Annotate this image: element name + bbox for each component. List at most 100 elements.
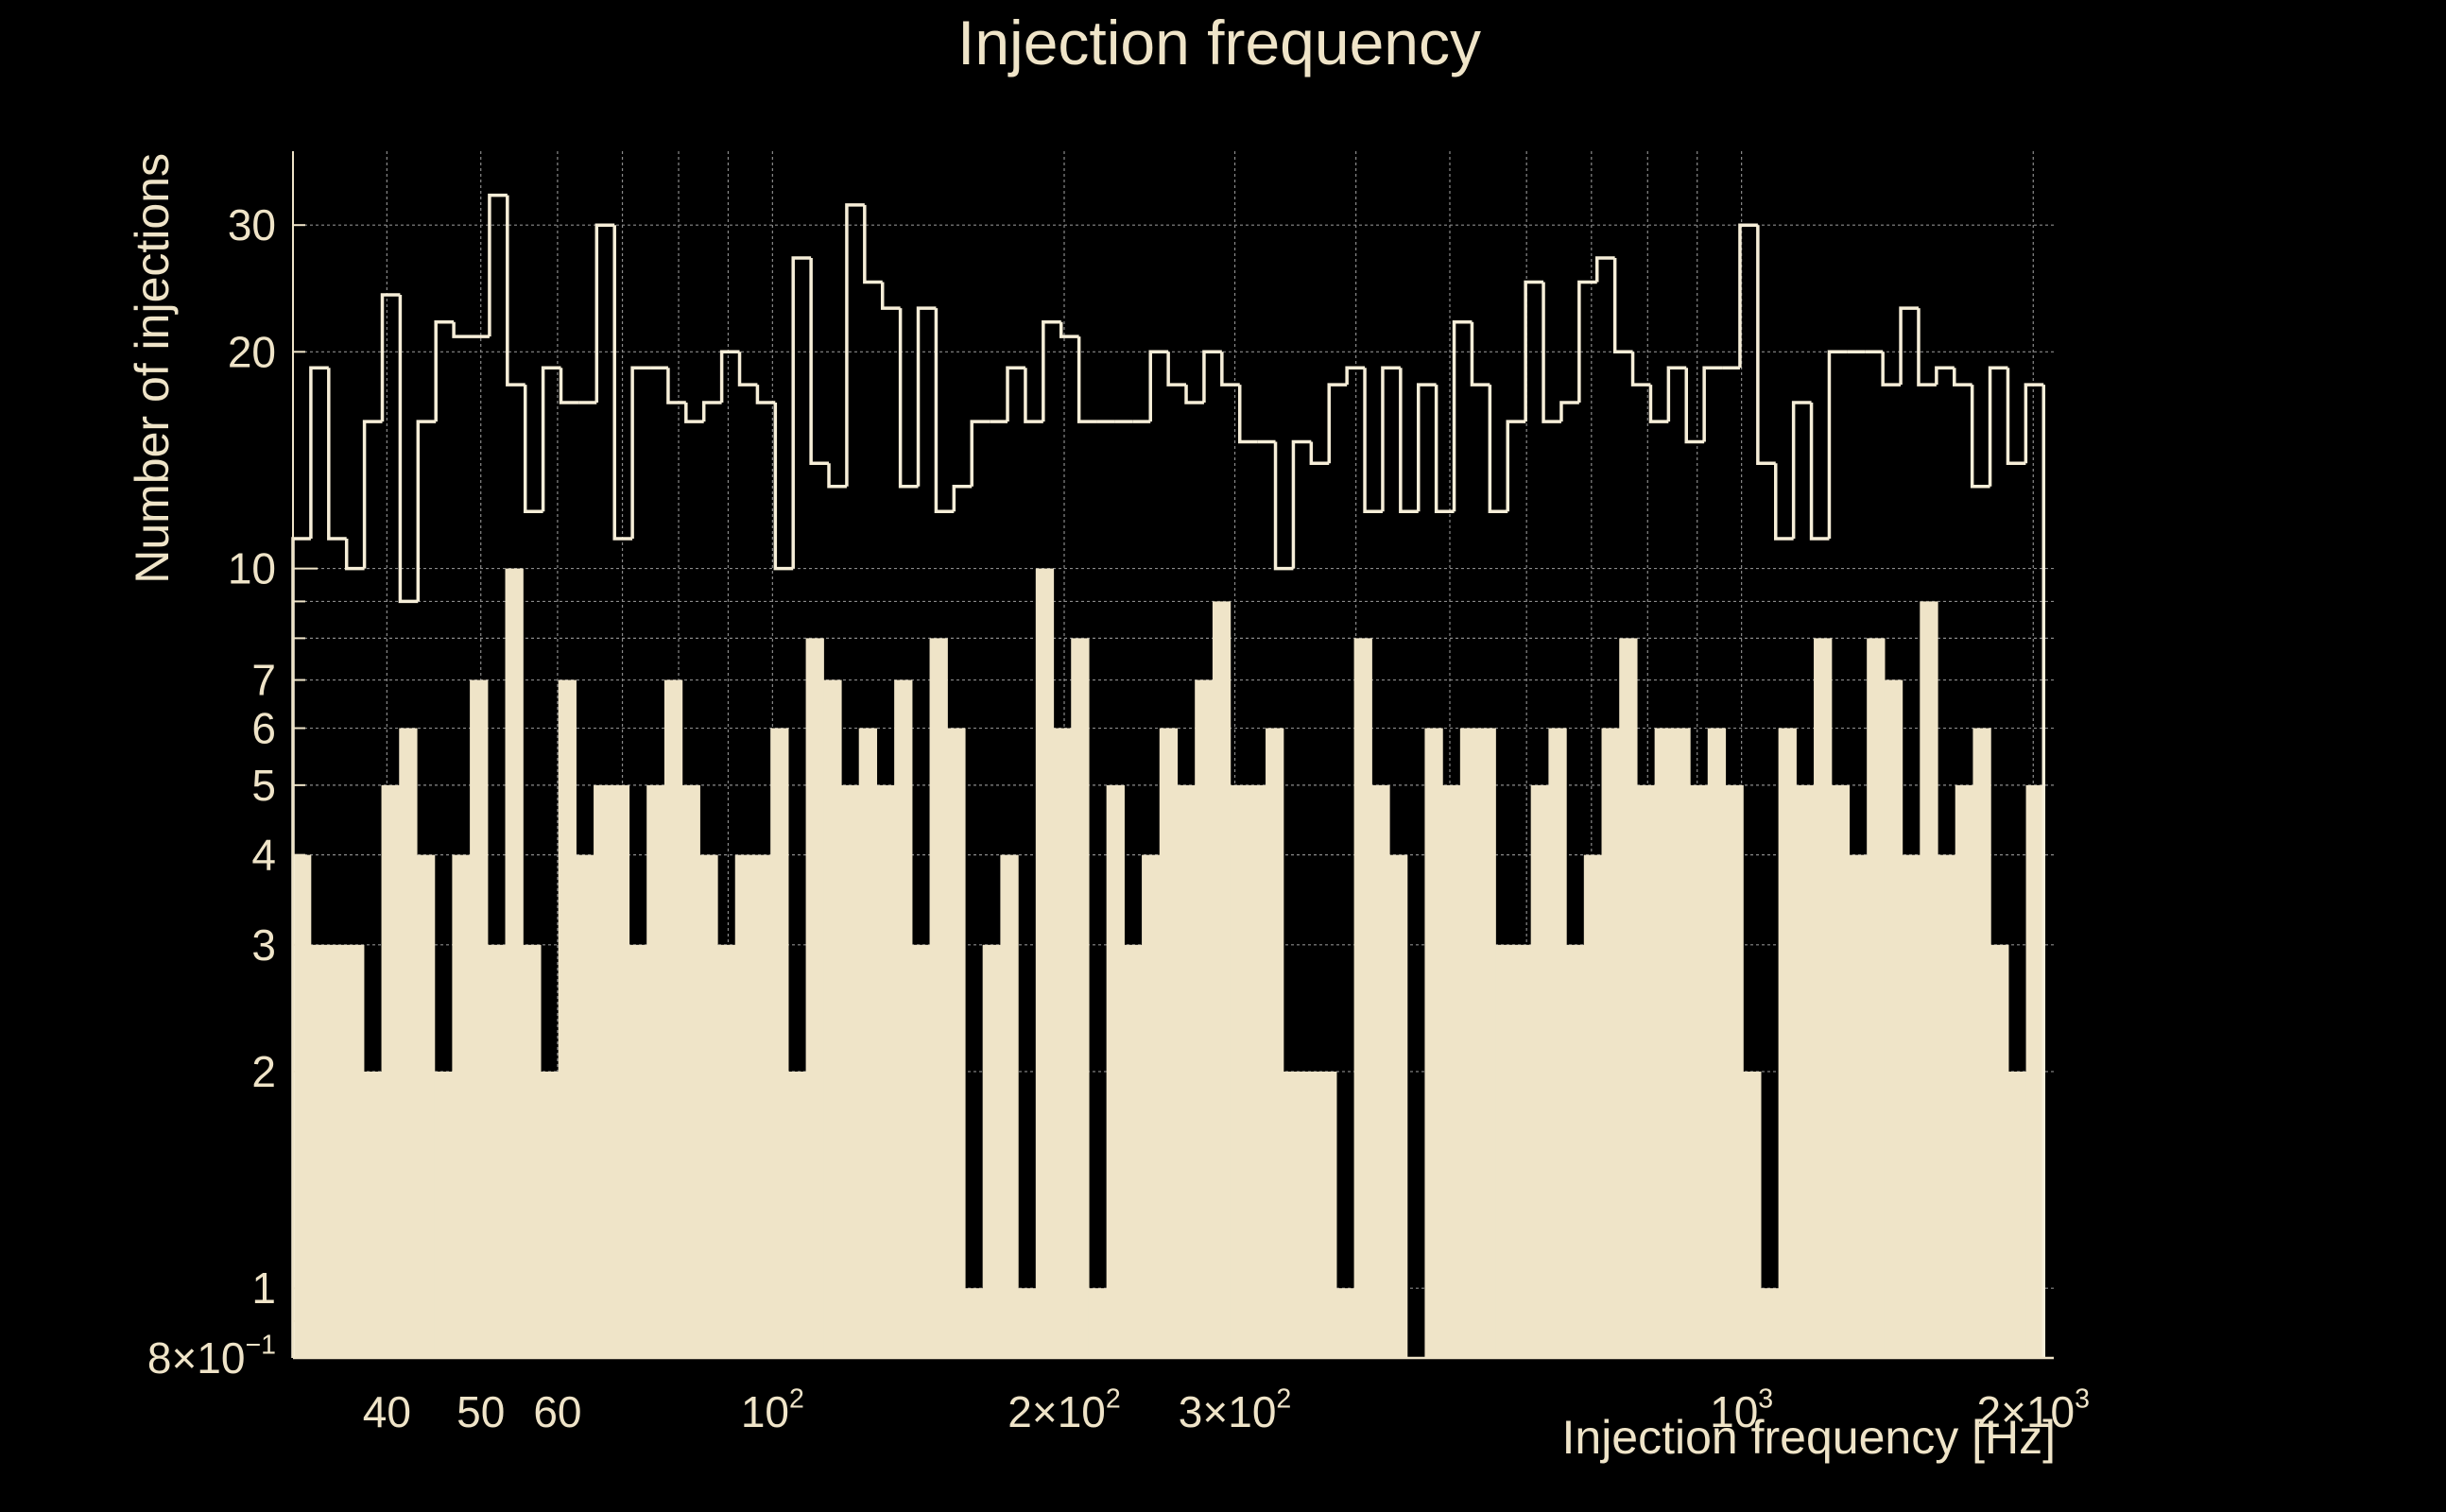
- outline-step: [1363, 368, 1383, 514]
- histogram-bar: [1849, 854, 1868, 1358]
- outline-step: [773, 403, 794, 571]
- histogram-bar: [734, 854, 754, 1358]
- histogram-bar: [1920, 601, 1938, 1358]
- x-tick-label: 60: [533, 1387, 581, 1436]
- outline-step: [398, 294, 419, 604]
- histogram-bar: [2025, 784, 2044, 1358]
- histogram-bar: [1088, 1288, 1108, 1358]
- outline-step: [1917, 308, 1937, 387]
- y-tick-label: 10: [228, 544, 276, 593]
- histogram-bar: [1106, 784, 1125, 1358]
- histogram-bar: [841, 784, 860, 1358]
- histogram-bar: [1867, 638, 1886, 1358]
- outline-step: [559, 368, 579, 404]
- outline-step: [1827, 350, 1848, 540]
- y-tick-label: 3: [251, 920, 276, 970]
- histogram-bar: [982, 944, 1001, 1358]
- histogram-bar: [1230, 784, 1249, 1358]
- x-tick-label: 50: [456, 1387, 505, 1436]
- y-tick-label: 6: [251, 704, 276, 753]
- outline-step: [970, 420, 990, 487]
- histogram-bar: [1707, 728, 1727, 1358]
- outline-step: [1416, 383, 1437, 512]
- histogram-bar: [434, 1071, 453, 1358]
- histogram-bar: [1743, 1071, 1762, 1358]
- histogram-bar: [470, 679, 489, 1358]
- x-tick-label: 102: [741, 1383, 804, 1436]
- histogram-bar: [1035, 568, 1055, 1358]
- histogram-bar: [1283, 1071, 1302, 1358]
- y-tick-label: 7: [251, 656, 276, 705]
- outline-step: [827, 463, 847, 489]
- outline-step: [1988, 366, 2008, 487]
- outline-step: [506, 195, 525, 387]
- outline-step: [666, 368, 686, 404]
- histogram-bar: [947, 728, 966, 1358]
- histogram-bar: [1566, 944, 1585, 1358]
- outline-step: [898, 308, 919, 489]
- histogram-bar: [1266, 728, 1284, 1358]
- histogram-bar: [1124, 944, 1143, 1358]
- histogram-bar: [576, 854, 594, 1358]
- histogram-bar: [1424, 728, 1443, 1358]
- outline-step: [1595, 256, 1615, 283]
- histogram-bar: [1725, 784, 1744, 1358]
- outline-step: [701, 401, 722, 422]
- histogram-bar: [663, 679, 683, 1358]
- outline-step: [1559, 401, 1579, 422]
- histogram-bar: [1548, 728, 1567, 1358]
- outline-step: [1738, 223, 1758, 369]
- outline-step: [1953, 368, 1972, 387]
- outline-step: [916, 306, 937, 487]
- histogram-bar: [1760, 1288, 1780, 1358]
- outline-step: [1577, 280, 1597, 404]
- histogram-bar: [1018, 1288, 1037, 1358]
- histogram-bar: [1530, 784, 1549, 1358]
- histogram-bar: [611, 784, 630, 1358]
- outline-step: [1148, 350, 1169, 422]
- outline-step: [952, 485, 973, 512]
- y-tick-label: 1: [251, 1263, 276, 1313]
- y-tick-label: 5: [251, 761, 276, 810]
- histogram-bar: [1212, 601, 1232, 1358]
- histogram-bar: [646, 784, 665, 1358]
- histogram-bar: [770, 728, 789, 1358]
- outline-step: [2006, 368, 2026, 466]
- outline-step: [755, 385, 776, 404]
- outline-step: [719, 350, 740, 404]
- histogram-bar: [1654, 728, 1673, 1358]
- histogram-bar: [381, 784, 400, 1358]
- filled-histogram: [293, 568, 2044, 1358]
- outline-step: [1542, 282, 1561, 423]
- outline-step: [1399, 368, 1419, 514]
- outline-step: [327, 368, 347, 541]
- outline-step: [1648, 385, 1669, 423]
- outline-step: [1220, 352, 1240, 387]
- x-tick-label: 40: [363, 1387, 411, 1436]
- histogram-bar: [717, 944, 736, 1358]
- histogram-bar: [1459, 728, 1479, 1358]
- outline-step: [541, 366, 561, 512]
- histogram-bar: [363, 1071, 383, 1358]
- histogram-bar: [1796, 784, 1815, 1358]
- histogram-bar: [310, 944, 330, 1358]
- outline-step: [1791, 401, 1812, 540]
- y-tick-label: 2: [251, 1047, 276, 1096]
- outline-step: [1488, 385, 1508, 514]
- histogram-bar: [876, 784, 895, 1358]
- histogram-bar: [1177, 784, 1196, 1358]
- histogram-bar: [1884, 679, 1903, 1358]
- outline-step: [1309, 441, 1330, 466]
- histogram-bar: [1972, 728, 1991, 1358]
- histogram-bar: [523, 944, 542, 1358]
- outline-step: [1774, 463, 1794, 541]
- outline-step: [434, 320, 455, 422]
- outline-step: [594, 223, 615, 404]
- outline-step: [1684, 368, 1705, 444]
- outline-step: [684, 403, 704, 423]
- histogram-bar: [1353, 638, 1372, 1358]
- y-axis-label: Number of injections: [126, 153, 179, 584]
- outline-step: [1899, 306, 1919, 386]
- outline-step: [1327, 383, 1348, 464]
- histogram-bar: [487, 944, 507, 1358]
